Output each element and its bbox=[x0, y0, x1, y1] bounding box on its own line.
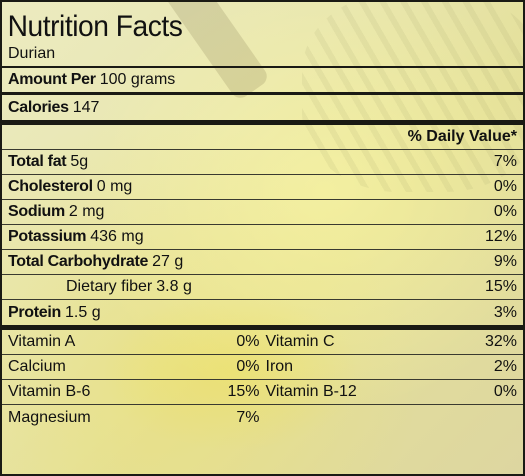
nutrient-amount: 0 mg bbox=[96, 178, 133, 195]
nutrient-row: Protein 1.5 g 3% bbox=[2, 300, 523, 330]
calories-value: 147 bbox=[72, 98, 100, 116]
vitamin-percent: 2% bbox=[493, 358, 517, 375]
amount-per-row: Amount Per 100 grams bbox=[2, 68, 523, 95]
vitamin-cell-right: Vitamin C 32% bbox=[264, 333, 518, 351]
nutrient-row: Sodium 2 mg 0% bbox=[2, 200, 523, 225]
nutrient-daily-value: 15% bbox=[484, 278, 517, 295]
nutrient-label: Cholesterol bbox=[8, 178, 93, 195]
vitamin-name: Vitamin A bbox=[8, 333, 76, 350]
vitamin-percent: 0% bbox=[236, 358, 260, 375]
nutrient-row: Dietary fiber 3.8 g 15% bbox=[2, 275, 523, 300]
nutrient-amount: 1.5 g bbox=[65, 303, 101, 321]
vitamin-row: Vitamin A 0% Vitamin C 32% bbox=[2, 330, 523, 355]
label-content: Nutrition Facts Durian Amount Per 100 gr… bbox=[2, 2, 523, 430]
nutrient-row: Cholesterol 0 mg 0% bbox=[2, 175, 523, 200]
nutrient-row: Potassium 436 mg 12% bbox=[2, 225, 523, 250]
vitamin-percent: 0% bbox=[236, 333, 260, 350]
vitamin-cell-right: Iron 2% bbox=[264, 358, 518, 376]
nutrient-amount: 5g bbox=[70, 153, 89, 170]
vitamin-percent: 15% bbox=[227, 383, 260, 400]
vitamin-name: Iron bbox=[265, 358, 294, 375]
nutrient-amount: 436 mg bbox=[90, 228, 144, 245]
vitamin-cell-left: Vitamin A 0% bbox=[8, 333, 264, 351]
vitamin-name: Magnesium bbox=[8, 408, 91, 426]
vitamin-name: Calcium bbox=[8, 358, 66, 375]
vitamin-list: Vitamin A 0% Vitamin C 32% Calcium 0% Iron 2% Vi… bbox=[2, 330, 523, 430]
vitamin-cell-left: Magnesium 7% bbox=[8, 409, 264, 427]
nutrient-label: Total fat bbox=[8, 153, 67, 170]
nutrient-daily-value: 12% bbox=[484, 228, 517, 245]
nutrient-daily-value: 9% bbox=[493, 253, 517, 270]
vitamin-cell-right: Vitamin B-12 0% bbox=[264, 383, 518, 401]
vitamin-cell-left: Calcium 0% bbox=[8, 358, 264, 376]
nutrient-row: Total fat 5g 7% bbox=[2, 150, 523, 175]
vitamin-name: Vitamin B-6 bbox=[8, 383, 91, 400]
nutrient-label: Dietary fiber bbox=[66, 278, 153, 295]
nutrient-label: Potassium bbox=[8, 228, 87, 245]
vitamin-row: Vitamin B-6 15% Vitamin B-12 0% bbox=[2, 380, 523, 405]
nutrient-daily-value: 7% bbox=[493, 153, 517, 170]
label-title: Nutrition Facts bbox=[7, 10, 183, 43]
amount-per-label: Amount Per bbox=[8, 71, 96, 88]
daily-value-header-row: % Daily Value* bbox=[2, 125, 523, 150]
vitamin-percent: 0% bbox=[493, 383, 517, 400]
nutrient-label: Sodium bbox=[8, 203, 65, 220]
nutrient-daily-value: 3% bbox=[493, 303, 517, 321]
nutrient-amount: 27 g bbox=[152, 253, 184, 270]
daily-value-header: % Daily Value* bbox=[407, 128, 517, 145]
nutrient-label: Protein bbox=[8, 303, 62, 321]
vitamin-percent: 32% bbox=[484, 333, 517, 350]
vitamin-row: Magnesium 7% bbox=[2, 405, 523, 430]
nutrient-daily-value: 0% bbox=[493, 178, 517, 195]
vitamin-percent: 7% bbox=[236, 408, 260, 426]
vitamin-name: Vitamin C bbox=[265, 333, 335, 350]
calories-row: Calories 147 bbox=[2, 95, 523, 125]
amount-per-value: 100 grams bbox=[99, 71, 176, 88]
nutrient-list: Total fat 5g 7% Cholesterol 0 mg 0% Sodium 2 mg… bbox=[2, 150, 523, 330]
nutrient-label: Total Carbohydrate bbox=[8, 253, 149, 270]
nutrient-amount: 3.8 g bbox=[156, 278, 192, 295]
vitamin-cell-left: Vitamin B-6 15% bbox=[8, 383, 264, 401]
vitamin-name: Vitamin B-12 bbox=[265, 383, 357, 400]
food-name: Durian bbox=[2, 42, 523, 68]
nutrient-row: Total Carbohydrate 27 g 9% bbox=[2, 250, 523, 275]
vitamin-row: Calcium 0% Iron 2% bbox=[2, 355, 523, 380]
nutrient-amount: 2 mg bbox=[68, 203, 105, 220]
nutrient-daily-value: 0% bbox=[493, 203, 517, 220]
calories-label: Calories bbox=[8, 98, 69, 116]
